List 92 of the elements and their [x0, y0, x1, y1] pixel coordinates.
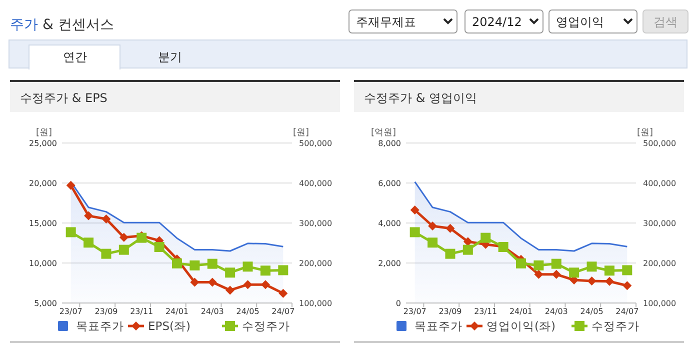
point [207, 258, 218, 269]
y2-tick-label: 100,000 [299, 299, 332, 308]
y2-tick-label: 500,000 [643, 139, 676, 148]
legend-label: 수정주가 [592, 319, 640, 333]
y2-axis-title: [원] [636, 128, 654, 138]
point [119, 232, 128, 242]
point [410, 206, 420, 214]
y2-tick-label: 400,000 [643, 179, 676, 188]
point [118, 244, 129, 255]
text: 2024/12 [472, 15, 522, 29]
y-tick-label: 25,000 [29, 139, 57, 148]
chart-title: 수정주가 & EPS [20, 91, 108, 105]
point [102, 214, 111, 224]
point [278, 265, 288, 276]
point [172, 258, 182, 268]
legend-label: 수정주가 [242, 319, 290, 333]
text: 검색 [654, 15, 678, 29]
point [586, 262, 597, 272]
point [480, 232, 491, 243]
legend-label: EPS(좌) [148, 319, 190, 333]
y-tick-label: 2,000 [378, 259, 401, 268]
point [260, 266, 270, 276]
x-tick-label: 24/01 [509, 307, 533, 316]
point [428, 222, 438, 230]
point [84, 211, 94, 220]
point [190, 260, 200, 270]
point [66, 180, 76, 190]
point [622, 281, 632, 290]
point [516, 258, 526, 268]
point [243, 280, 252, 290]
legend-label: 영업이익(좌) [486, 319, 556, 333]
y2-tick-label: 500,000 [299, 139, 332, 148]
x-tick-label: 24/03 [544, 307, 568, 316]
y2-tick-label: 200,000 [299, 259, 332, 268]
x-tick-label: 23/09 [438, 307, 462, 316]
x-tick-label: 24/03 [200, 307, 224, 316]
x-tick-label: 24/07 [272, 307, 295, 316]
y-tick-label: 15,000 [29, 219, 57, 228]
y-tick-label: 20,000 [29, 179, 57, 188]
point [462, 244, 473, 255]
x-tick-label: 23/11 [474, 307, 498, 316]
y-tick-label: 8,000 [378, 139, 401, 148]
point [428, 238, 438, 248]
y-tick-label: 6,000 [378, 179, 401, 188]
point [136, 232, 147, 243]
point [242, 262, 253, 272]
y2-axis-title: [원] [292, 128, 310, 138]
legend-label: 목표주가 [76, 319, 124, 333]
y2-tick-label: 300,000 [643, 219, 676, 228]
x-tick-label: 23/09 [94, 307, 118, 316]
y2-tick-label: 300,000 [299, 219, 332, 228]
x-tick-label: 24/05 [580, 307, 604, 316]
y-tick-label: 5,000 [34, 299, 57, 308]
point [84, 238, 94, 248]
point [226, 286, 235, 295]
point [604, 266, 614, 276]
y-tick-label: 10,000 [29, 259, 57, 268]
point [569, 268, 580, 278]
point [534, 270, 544, 279]
x-tick-label: 24/07 [616, 307, 639, 316]
text: 영업이익 [556, 15, 604, 29]
y-axis-title: [억원] [370, 128, 396, 138]
point [446, 224, 455, 233]
point [154, 242, 164, 252]
y-axis-title: [원] [36, 128, 52, 138]
x-tick-label: 23/07 [59, 307, 82, 316]
y-tick-label: 4,000 [378, 219, 401, 228]
legend-label: 목표주가 [414, 319, 462, 333]
y2-tick-label: 100,000 [643, 299, 676, 308]
text: 연간 [63, 50, 87, 64]
x-tick-label: 24/05 [236, 307, 260, 316]
point [534, 260, 544, 270]
point [278, 288, 288, 298]
x-tick-label: 23/07 [403, 307, 426, 316]
x-tick-label: 24/01 [165, 307, 189, 316]
point [551, 258, 562, 269]
text: 주가 & 컨센서스 [10, 17, 114, 33]
point [66, 227, 76, 238]
y2-tick-label: 200,000 [643, 259, 676, 268]
point [622, 265, 632, 276]
point [225, 268, 236, 278]
text: 분기 [158, 50, 182, 64]
y2-tick-label: 400,000 [299, 179, 332, 188]
point [410, 227, 420, 238]
text: 주재무제표 [356, 15, 416, 29]
x-tick-label: 23/11 [130, 307, 154, 316]
point [587, 276, 596, 286]
point [101, 248, 112, 259]
chart-title: 수정주가 & 영업이익 [364, 91, 477, 105]
point [552, 270, 561, 279]
point [445, 248, 456, 259]
y-tick-label: 0 [396, 299, 401, 308]
